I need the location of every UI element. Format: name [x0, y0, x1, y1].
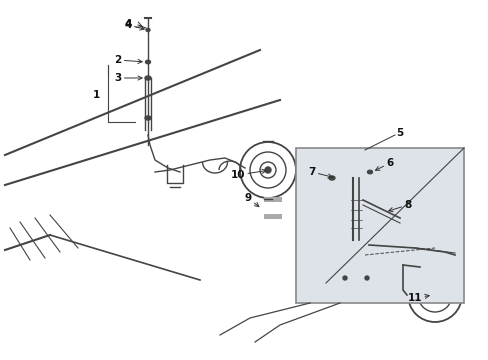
Circle shape	[264, 167, 270, 173]
Ellipse shape	[146, 28, 150, 32]
Text: 7: 7	[307, 167, 331, 178]
Ellipse shape	[145, 116, 151, 120]
Text: 10: 10	[230, 169, 265, 180]
Ellipse shape	[367, 170, 372, 174]
Text: 9: 9	[244, 193, 259, 207]
Bar	[264, 197, 282, 202]
Text: 4: 4	[124, 20, 144, 30]
Circle shape	[364, 276, 368, 280]
Circle shape	[431, 292, 437, 298]
Text: 4: 4	[124, 19, 132, 29]
Ellipse shape	[145, 60, 150, 64]
Ellipse shape	[328, 176, 334, 180]
Bar	[264, 214, 282, 219]
Bar	[262, 202, 284, 216]
Text: 5: 5	[396, 128, 403, 138]
Text: 8: 8	[388, 200, 411, 212]
Text: 11: 11	[407, 293, 428, 303]
Ellipse shape	[145, 76, 151, 80]
Text: 3: 3	[114, 73, 142, 83]
Text: 1: 1	[93, 90, 100, 100]
Text: 2: 2	[114, 55, 142, 65]
Bar	[295, 148, 463, 303]
Text: 6: 6	[375, 158, 393, 170]
Circle shape	[342, 276, 346, 280]
Bar	[349, 190, 362, 238]
